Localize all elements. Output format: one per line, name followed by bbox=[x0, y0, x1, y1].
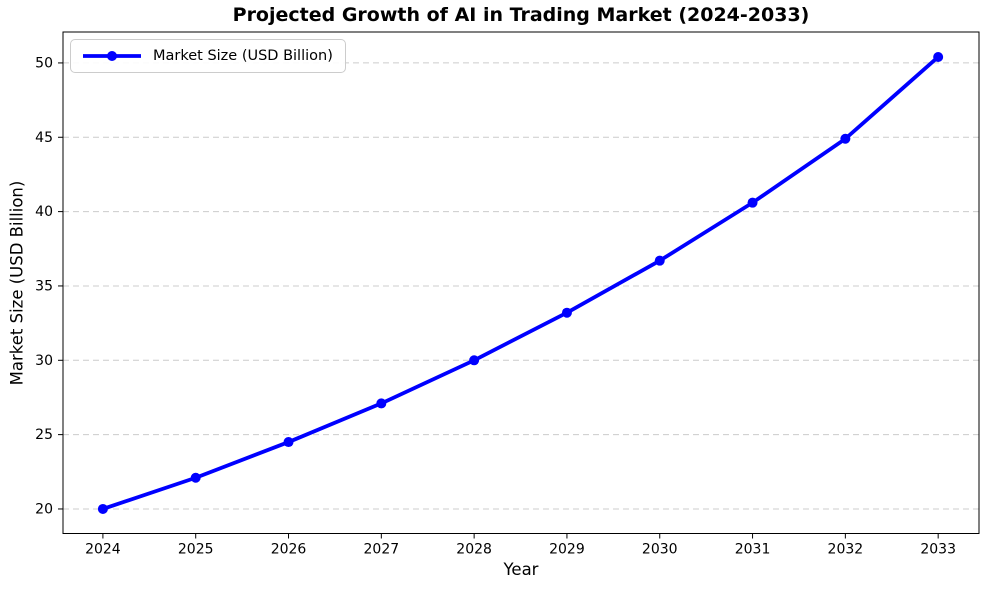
x-tick-label: 2032 bbox=[828, 542, 864, 558]
x-tick-label: 2027 bbox=[364, 542, 400, 558]
x-axis-label: Year bbox=[503, 560, 539, 579]
data-point bbox=[933, 51, 944, 62]
legend: Market Size (USD Billion) bbox=[70, 39, 346, 73]
y-tick-label: 40 bbox=[35, 204, 53, 220]
y-tick-label: 25 bbox=[35, 427, 53, 443]
x-tick-label: 2025 bbox=[178, 542, 214, 558]
y-tick-label: 30 bbox=[35, 353, 53, 369]
data-point bbox=[97, 503, 108, 514]
data-line bbox=[101, 55, 941, 511]
y-tick-label: 20 bbox=[35, 502, 53, 518]
x-tick-label: 2030 bbox=[642, 542, 678, 558]
x-tick-label: 2026 bbox=[271, 542, 307, 558]
data-point bbox=[376, 398, 387, 409]
x-tick-label: 2024 bbox=[85, 542, 121, 558]
y-axis-label: Market Size (USD Billion) bbox=[7, 180, 27, 386]
y-tick-label: 50 bbox=[35, 56, 53, 72]
data-point bbox=[654, 255, 665, 266]
data-point bbox=[190, 472, 201, 483]
data-point bbox=[283, 437, 294, 448]
legend-label: Market Size (USD Billion) bbox=[153, 48, 333, 64]
x-tick-label: 2033 bbox=[920, 542, 956, 558]
x-tick-label: 2029 bbox=[549, 542, 585, 558]
x-tick-label: 2028 bbox=[456, 542, 492, 558]
y-tick-label: 35 bbox=[35, 279, 53, 295]
data-point bbox=[469, 355, 480, 366]
chart-title: Projected Growth of AI in Trading Market… bbox=[232, 4, 810, 26]
data-point bbox=[747, 197, 758, 208]
y-tick-label: 45 bbox=[35, 130, 53, 146]
plot-border bbox=[62, 31, 980, 534]
x-tick-label: 2031 bbox=[735, 542, 771, 558]
data-point bbox=[840, 133, 851, 144]
legend-line-marker-icon bbox=[83, 51, 141, 61]
data-point bbox=[561, 307, 572, 318]
